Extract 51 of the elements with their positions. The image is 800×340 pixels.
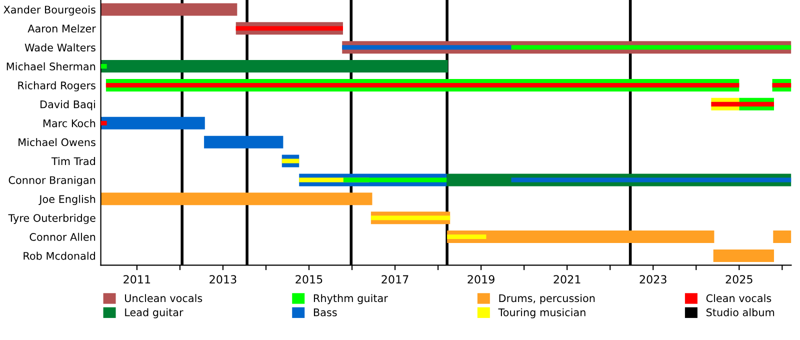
legend-label: Lead guitar [125, 308, 184, 318]
x-tick-label: 2023 [640, 275, 666, 284]
y-tick-label: Tyre Outerbridge [8, 214, 96, 224]
y-tick-label: Joe English [38, 194, 96, 206]
bar [711, 102, 774, 106]
legend-label: Drums, percussion [499, 294, 595, 304]
bar [236, 26, 343, 31]
y-tick-label: Connor Allen [30, 232, 96, 241]
bar [100, 192, 372, 206]
y-tick-label: David Baqi [40, 100, 95, 110]
bar [370, 216, 450, 220]
bar [447, 234, 486, 240]
x-tick-label: 2025 [726, 275, 752, 284]
x-tick-label: 2017 [382, 275, 408, 284]
bar [772, 82, 792, 88]
bar [511, 45, 792, 50]
legend-label: Unclean vocals [125, 294, 202, 302]
y-tick-label: Xander Bourgeois [4, 6, 96, 16]
bar [204, 136, 284, 148]
legend-label: Clean vocals [706, 294, 772, 302]
legend-label: Bass [314, 308, 337, 316]
x-tick-label: 2015 [296, 275, 322, 284]
bar [342, 45, 512, 50]
y-tick-label: Michael Owens [18, 138, 96, 146]
x-tick-label: 2021 [554, 275, 580, 284]
y-tick-label: Tim Trad [51, 157, 95, 166]
bar [100, 116, 205, 130]
y-tick-label: Aaron Melzer [28, 24, 96, 33]
bar [106, 82, 740, 88]
bar [100, 64, 107, 69]
bar [100, 120, 107, 126]
legend-label: Studio album [706, 308, 774, 316]
bar [100, 60, 448, 73]
x-tick-label: 2013 [210, 275, 236, 284]
bar [773, 230, 792, 244]
y-tick-label: Marc Koch [43, 119, 96, 128]
bar [713, 249, 774, 262]
y-tick-label: Connor Branigan [8, 176, 96, 186]
y-tick-label: Michael Sherman [6, 62, 96, 70]
y-tick-label: Richard Rogers [18, 81, 96, 92]
bar [282, 158, 300, 164]
bar [343, 178, 447, 182]
y-tick-label: Wade Walters [24, 43, 96, 52]
bar [511, 178, 792, 182]
legend-label: Rhythm guitar [314, 294, 388, 304]
bar [100, 3, 238, 16]
x-tick-label: 2011 [124, 275, 150, 284]
legend-label: Touring musician [498, 308, 586, 318]
y-tick-label: Rob Mcdonald [24, 252, 95, 260]
bar [447, 230, 714, 244]
x-tick-label: 2019 [468, 275, 494, 284]
